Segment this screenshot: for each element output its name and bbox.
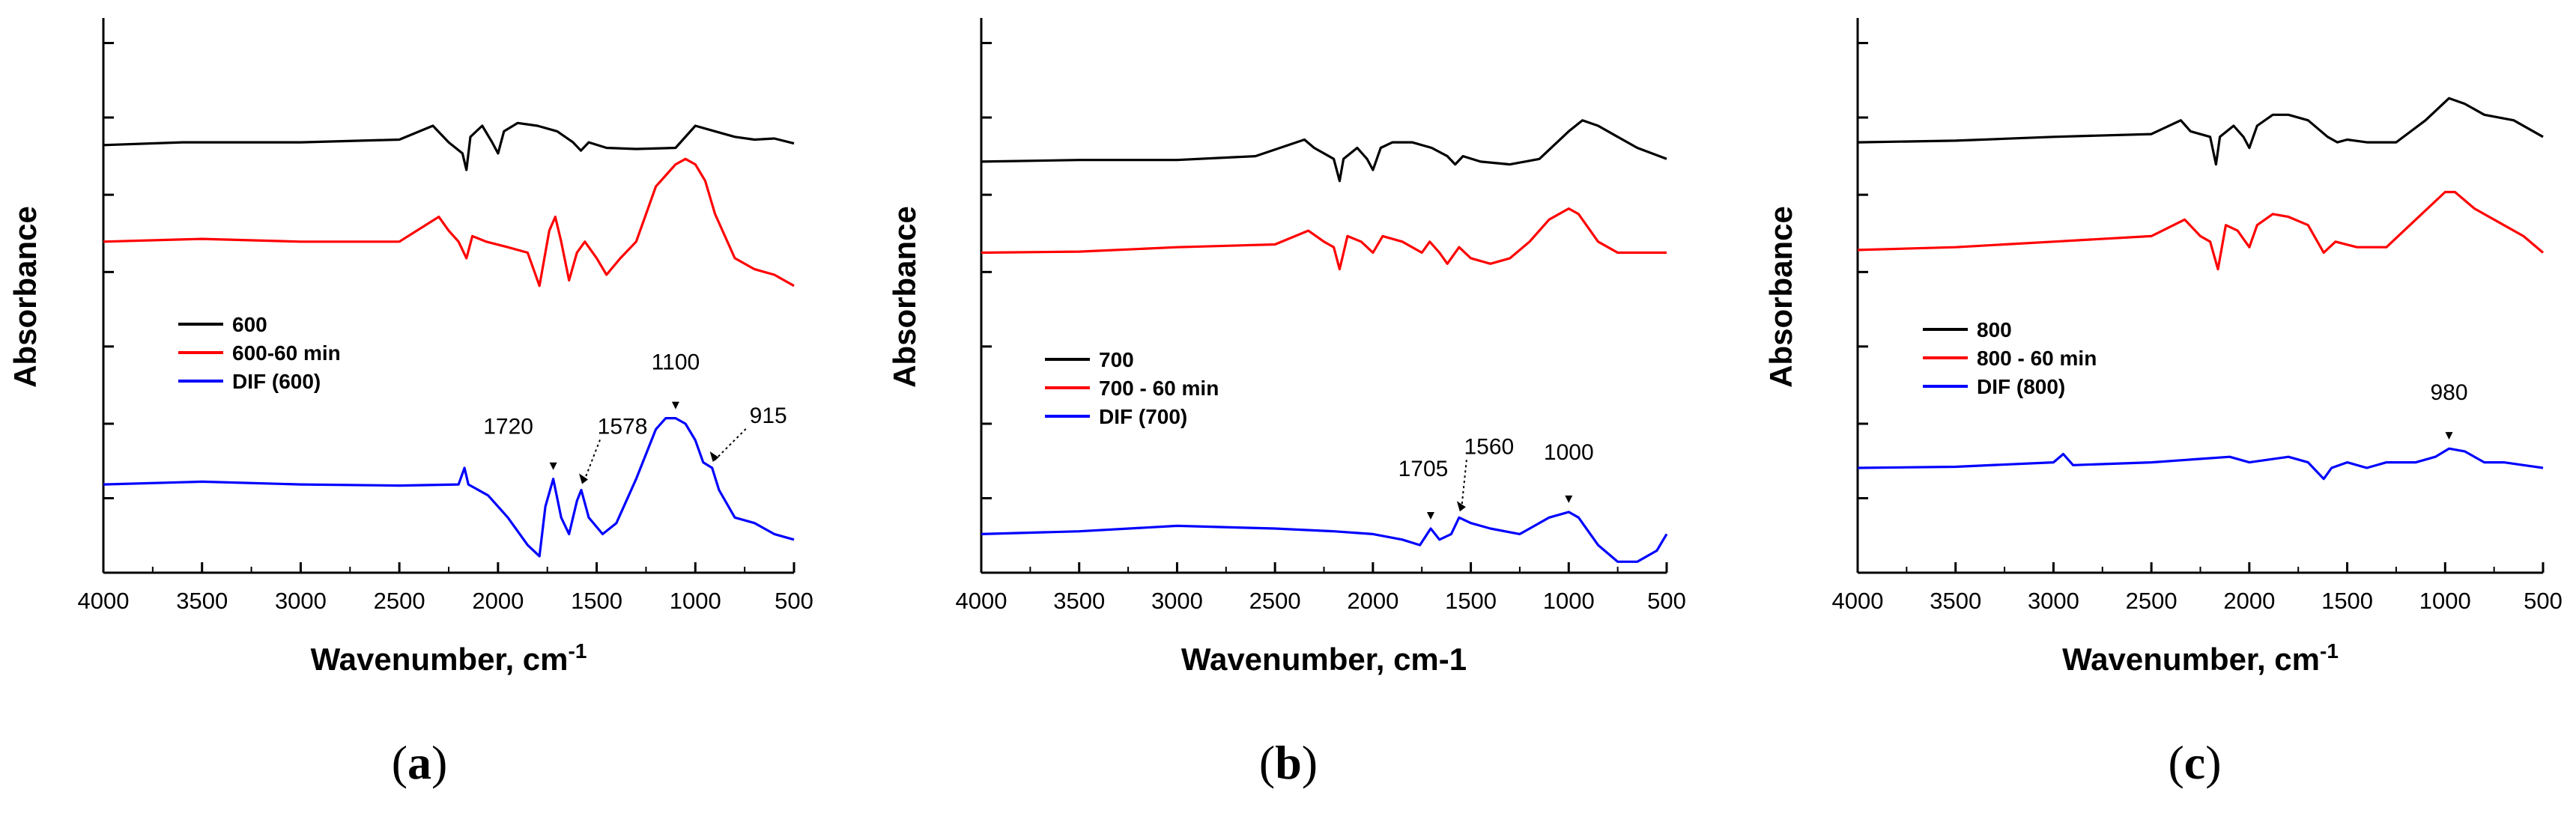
x-tick-label: 2500 <box>2126 588 2178 614</box>
panel-caption: (b) <box>1259 736 1318 789</box>
x-tick-label: 3500 <box>1053 588 1105 614</box>
peak-marker-arrow <box>1565 495 1573 503</box>
x-tick-label: 1500 <box>2321 588 2373 614</box>
series-line-600-60-min <box>103 157 795 287</box>
legend-entry: 700 - 60 min <box>1099 377 1219 400</box>
peak-annotation-label: 1100 <box>652 350 700 375</box>
x-tick-label: 2500 <box>374 588 425 614</box>
x-tick-label: 4000 <box>78 588 130 614</box>
x-tick-label: 1500 <box>1445 588 1497 614</box>
peak-marker-arrow <box>549 462 557 470</box>
series-line-600 <box>103 121 795 171</box>
x-axis-label: Wavenumber, cm-1 <box>2062 639 2339 677</box>
peak-marker-arrow <box>1426 512 1434 520</box>
y-axis-label: Absorbance <box>887 206 922 388</box>
series-line-700 <box>981 119 1667 183</box>
peak-marker-arrow <box>2445 432 2453 440</box>
panel-c: 4000 3500 3000 2500 2000 1500 1000 500 800 800 - … <box>1763 18 2563 789</box>
peak-annotation-label: 1720 <box>483 415 533 439</box>
x-axis-label: Wavenumber, cm-1 <box>1181 642 1467 677</box>
legend-entry: 600-60 min <box>232 341 341 365</box>
y-axis-label: Absorbance <box>7 206 43 388</box>
legend-entry: 600 <box>232 313 267 336</box>
x-tick-label: 500 <box>2524 588 2563 614</box>
series-line-700-60-min <box>981 207 1667 271</box>
x-tick-label: 1000 <box>2419 588 2471 614</box>
peak-annotation-label: 1705 <box>1398 457 1449 481</box>
x-tick-label: 1000 <box>1543 588 1595 614</box>
peak-annotation-label: 1000 <box>1544 440 1594 465</box>
x-tick-label: 500 <box>775 588 813 614</box>
series-line-800-60-min <box>1857 190 2545 271</box>
x-tick-label: 2000 <box>1347 588 1398 614</box>
peak-marker-leader <box>713 428 747 461</box>
peak-marker-arrow <box>1456 501 1466 512</box>
series-line-dif-800- <box>1857 447 2544 481</box>
legend-entry: DIF (700) <box>1099 405 1187 428</box>
legend-entry: DIF (600) <box>232 370 321 393</box>
x-tick-label: 3500 <box>1930 588 1981 614</box>
x-tick-label: 2000 <box>472 588 524 614</box>
peak-annotation-label: 1560 <box>1464 434 1515 459</box>
legend-entry: 800 - 60 min <box>1977 347 2097 370</box>
peak-annotation-label: 915 <box>750 404 787 428</box>
peak-marker-arrow <box>709 451 719 462</box>
x-tick-label: 1500 <box>571 588 622 614</box>
peak-marker-leader <box>1460 460 1467 511</box>
x-axis-label: Wavenumber, cm-1 <box>311 639 587 677</box>
x-tick-label: 1000 <box>670 588 721 614</box>
x-tick-label: 3000 <box>275 588 327 614</box>
series-line-dif-700- <box>981 511 1668 563</box>
panel-b: 4000 3500 3000 2500 2000 1500 1000 500 700 700 - … <box>887 18 1686 789</box>
series-line-800 <box>1857 97 2544 166</box>
x-tick-label: 3500 <box>176 588 228 614</box>
peak-marker-arrow <box>671 401 679 410</box>
x-tick-label: 500 <box>1647 588 1686 614</box>
x-tick-label: 4000 <box>956 588 1007 614</box>
series-line-dif-600- <box>103 417 795 558</box>
x-tick-label: 3000 <box>2028 588 2079 614</box>
x-tick-label: 2000 <box>2223 588 2275 614</box>
legend-entry: 700 <box>1099 348 1134 371</box>
panel-caption: (a) <box>392 736 448 789</box>
x-tick-label: 2500 <box>1249 588 1301 614</box>
x-tick-label: 3000 <box>1151 588 1203 614</box>
peak-annotation-label: 980 <box>2430 380 2467 405</box>
peak-annotation-label: 1578 <box>598 414 648 439</box>
legend-entry: DIF (800) <box>1977 375 2065 398</box>
y-axis-label: Absorbance <box>1763 206 1798 388</box>
peak-marker-arrow <box>579 473 589 484</box>
legend-entry: 800 <box>1977 318 2012 341</box>
peak-marker-leader <box>583 439 601 483</box>
x-tick-label: 4000 <box>1832 588 1884 614</box>
panel-caption: (c) <box>2168 736 2221 789</box>
panel-a: 4000 3500 3000 2500 2000 1500 1000 500 600 600-60… <box>7 18 813 789</box>
